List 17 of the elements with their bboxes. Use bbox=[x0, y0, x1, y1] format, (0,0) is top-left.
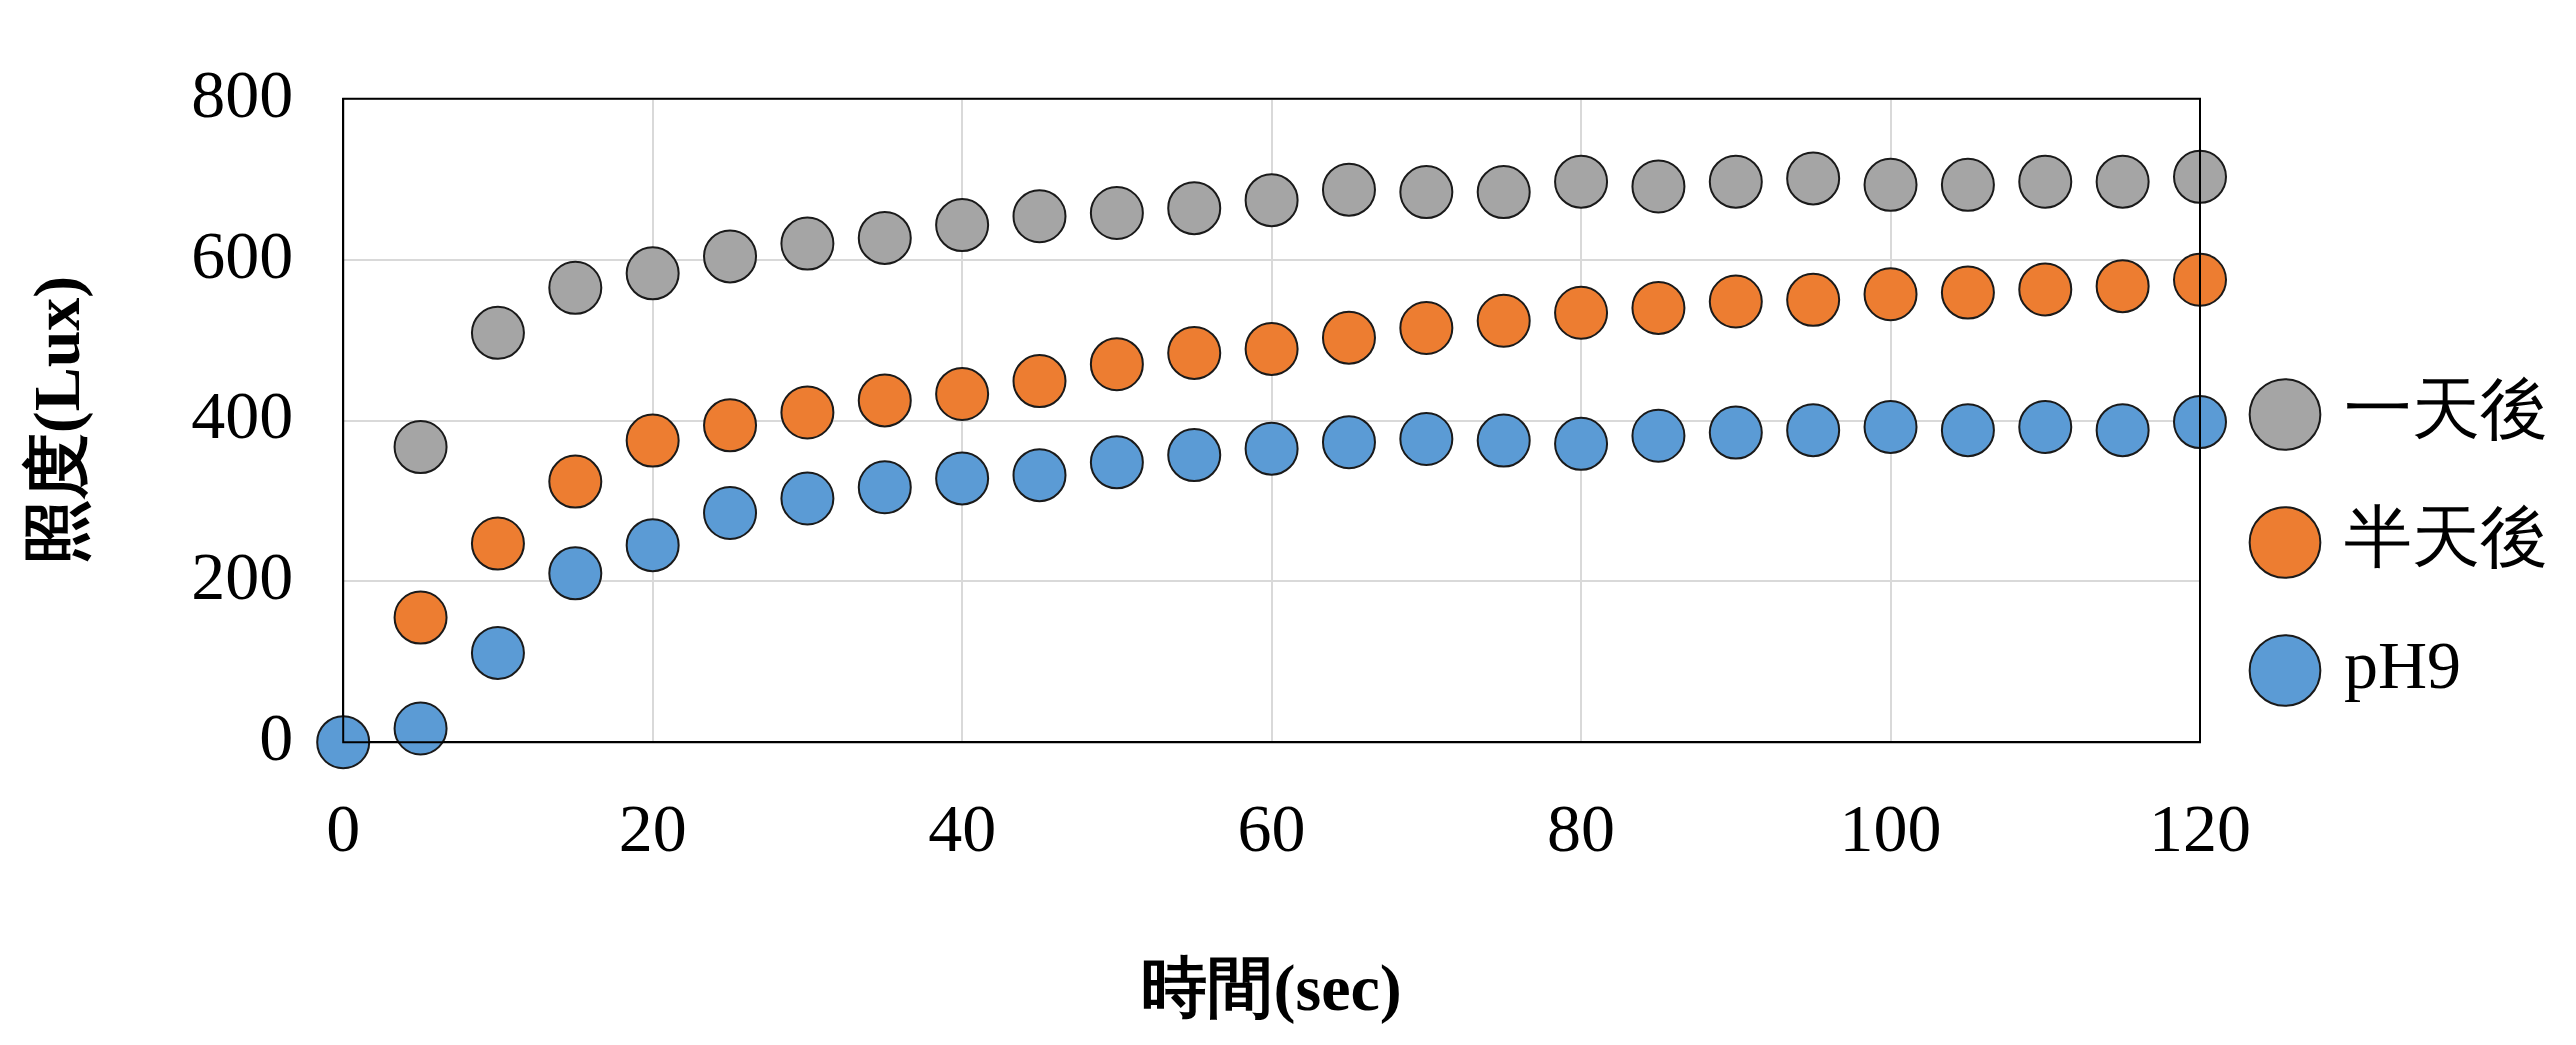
y-axis-title: 照度(Lux) bbox=[19, 275, 94, 566]
y-tick-label: 0 bbox=[259, 699, 294, 776]
legend-label: 半天後 bbox=[2344, 499, 2548, 576]
x-tick-label: 40 bbox=[928, 789, 997, 866]
x-axis-title: 時間(sec) bbox=[1141, 951, 1402, 1026]
x-tick-label: 20 bbox=[618, 789, 687, 866]
x-tick-label: 100 bbox=[1839, 789, 1942, 866]
y-tick-label: 800 bbox=[191, 55, 294, 132]
y-tick-label: 600 bbox=[191, 216, 294, 293]
y-tick-label: 200 bbox=[191, 538, 294, 615]
legend-label: pH9 bbox=[2344, 627, 2462, 704]
y-tick-label: 400 bbox=[191, 377, 294, 454]
x-tick-label: 60 bbox=[1237, 789, 1306, 866]
x-tick-label: 0 bbox=[326, 789, 361, 866]
x-tick-label: 120 bbox=[2149, 789, 2251, 866]
legend-label: 一天後 bbox=[2344, 371, 2548, 448]
x-tick-label: 80 bbox=[1547, 789, 1616, 866]
